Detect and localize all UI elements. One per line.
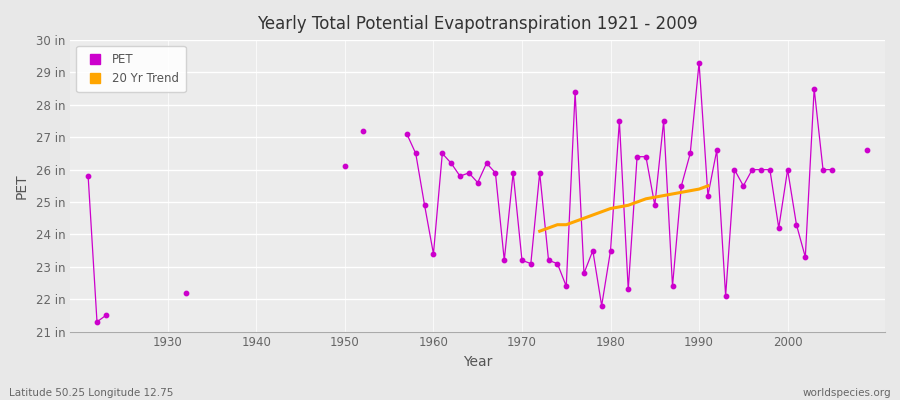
Point xyxy=(427,251,441,257)
X-axis label: Year: Year xyxy=(463,355,492,369)
Point xyxy=(524,260,538,267)
Text: Latitude 50.25 Longitude 12.75: Latitude 50.25 Longitude 12.75 xyxy=(9,388,174,398)
Point xyxy=(621,286,635,293)
Point xyxy=(418,202,432,208)
Point xyxy=(692,60,706,66)
Point xyxy=(515,257,529,264)
Point xyxy=(497,257,511,264)
Point xyxy=(727,166,742,173)
Point xyxy=(471,180,485,186)
Point xyxy=(444,160,458,166)
Point xyxy=(815,166,830,173)
Point xyxy=(798,254,813,260)
Point xyxy=(409,150,423,157)
Point xyxy=(480,160,494,166)
Point xyxy=(754,166,769,173)
Point xyxy=(356,128,370,134)
Point xyxy=(603,248,617,254)
Point xyxy=(99,312,113,318)
Point xyxy=(701,192,716,199)
Point xyxy=(81,173,95,179)
Point xyxy=(718,293,733,299)
Legend: PET, 20 Yr Trend: PET, 20 Yr Trend xyxy=(76,46,185,92)
Point xyxy=(709,147,724,154)
Point xyxy=(453,173,467,179)
Point xyxy=(612,118,626,124)
Point xyxy=(595,302,609,309)
Point xyxy=(807,86,822,92)
Point xyxy=(683,150,698,157)
Point xyxy=(665,283,680,290)
Point xyxy=(771,225,786,231)
Point xyxy=(674,183,688,189)
Point xyxy=(435,150,449,157)
Point xyxy=(577,270,591,276)
Point xyxy=(824,166,839,173)
Point xyxy=(648,202,662,208)
Point xyxy=(506,170,520,176)
Point xyxy=(550,260,564,267)
Point xyxy=(462,170,476,176)
Point xyxy=(488,170,502,176)
Point xyxy=(586,248,600,254)
Point xyxy=(762,166,777,173)
Point xyxy=(178,290,193,296)
Point xyxy=(559,283,573,290)
Point xyxy=(338,163,352,170)
Point xyxy=(630,154,644,160)
Point xyxy=(745,166,760,173)
Point xyxy=(789,222,804,228)
Y-axis label: PET: PET xyxy=(15,173,29,199)
Point xyxy=(533,170,547,176)
Point xyxy=(656,118,670,124)
Point xyxy=(541,257,555,264)
Point xyxy=(90,319,104,325)
Point xyxy=(400,131,414,137)
Point xyxy=(736,183,751,189)
Title: Yearly Total Potential Evapotranspiration 1921 - 2009: Yearly Total Potential Evapotranspiratio… xyxy=(257,15,698,33)
Point xyxy=(780,166,795,173)
Text: worldspecies.org: worldspecies.org xyxy=(803,388,891,398)
Point xyxy=(568,89,582,95)
Point xyxy=(639,154,653,160)
Point xyxy=(860,147,875,154)
